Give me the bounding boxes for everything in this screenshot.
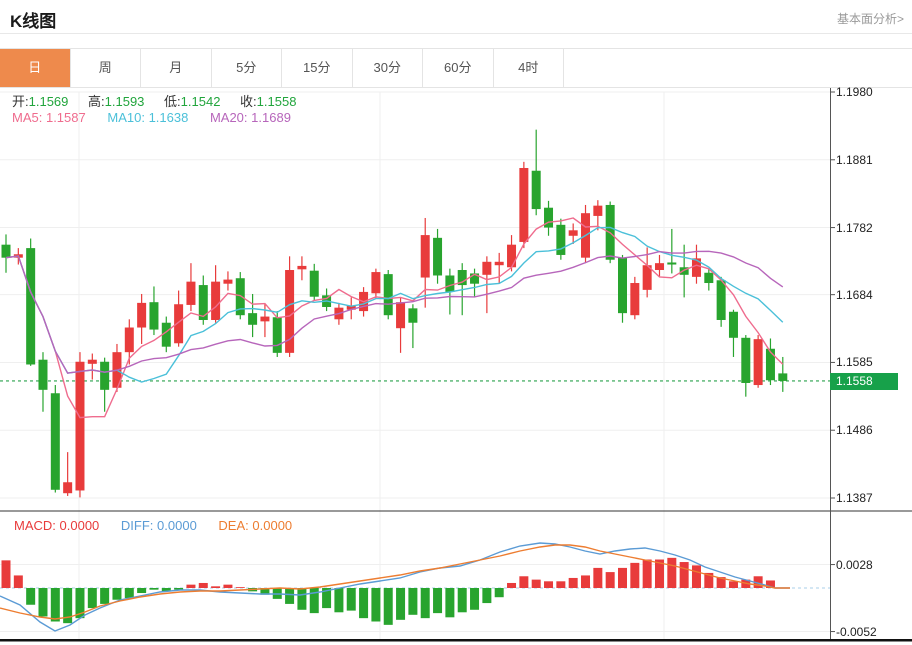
macd-value: 0.0000 <box>59 518 100 533</box>
gridlines <box>0 91 830 639</box>
tab-4hour[interactable]: 4时 <box>493 49 564 87</box>
macd-label: MACD: <box>14 518 56 533</box>
price-axis-tick: 1.1387 <box>836 491 873 505</box>
ma5-label: MA5: <box>12 110 43 125</box>
open-label: 开: <box>12 94 29 109</box>
title-divider <box>0 33 912 34</box>
ma10-value: 1.1638 <box>148 110 189 125</box>
dea-line <box>0 544 790 620</box>
low-value: 1.1542 <box>180 94 221 109</box>
tab-month[interactable]: 月 <box>141 49 212 87</box>
ohlc-legend: 开:1.1569 高:1.1593 低:1.1542 收:1.1558 <box>12 91 312 110</box>
macd-legend: MACD: 0.0000 DIFF: 0.0000 DEA: 0.0000 <box>14 518 310 533</box>
ma5-value: 1.1587 <box>45 110 86 125</box>
tab-5min[interactable]: 5分 <box>211 49 282 87</box>
ma20-label: MA20: <box>209 110 248 125</box>
macd-axis-tick: -0.0052 <box>836 624 877 639</box>
kline-candlestick-chart[interactable] <box>0 88 912 645</box>
tab-week[interactable]: 周 <box>70 49 141 87</box>
price-axis-tick: 1.1980 <box>836 85 873 99</box>
open-value: 1.1569 <box>28 94 69 109</box>
tab-60min[interactable]: 60分 <box>423 49 494 87</box>
axis <box>0 88 912 642</box>
macd-axis-tick: 0.0028 <box>836 557 873 572</box>
ma10-label: MA10: <box>107 110 145 125</box>
price-axis-tick: 1.1486 <box>836 423 873 438</box>
fundamental-analysis-link[interactable]: 基本面分析> <box>836 12 904 26</box>
price-axis-tick: 1.1881 <box>836 152 873 167</box>
close-value: 1.1558 <box>256 94 297 109</box>
ma-legend: MA5: 1.1587 MA10: 1.1638 MA20: 1.1689 <box>12 110 309 125</box>
tab-15min[interactable]: 15分 <box>282 49 353 87</box>
diff-value: 0.0000 <box>157 518 197 533</box>
close-label: 收: <box>240 94 257 109</box>
ma20-line <box>5 250 784 374</box>
ma10-line <box>5 226 784 383</box>
page-title: K线图 <box>10 12 57 31</box>
tab-day[interactable]: 日 <box>0 49 71 87</box>
ma-lines <box>5 217 784 419</box>
high-label: 高: <box>88 94 105 109</box>
period-tabbar: 日 周 月 5分 15分 30分 60分 4时 <box>0 48 912 88</box>
high-value: 1.1593 <box>104 94 145 109</box>
price-axis-tick: 1.1782 <box>836 220 873 235</box>
tab-30min[interactable]: 30分 <box>352 49 423 87</box>
dea-label: DEA: <box>218 518 249 533</box>
dea-value: 0.0000 <box>252 518 293 533</box>
macd-panel <box>0 542 830 632</box>
price-axis-tick: 1.1585 <box>836 355 873 370</box>
ma5-line <box>5 217 784 419</box>
low-label: 低: <box>164 94 181 109</box>
ma20-value: 1.1689 <box>251 110 291 125</box>
chart-area[interactable]: 开:1.1569 高:1.1593 低:1.1542 收:1.1558 MA5:… <box>0 85 912 645</box>
current-price-badge: 1.1558 <box>830 372 898 390</box>
diff-label: DIFF: <box>120 518 154 533</box>
price-axis-tick: 1.1684 <box>836 287 873 302</box>
candles <box>1 129 788 498</box>
